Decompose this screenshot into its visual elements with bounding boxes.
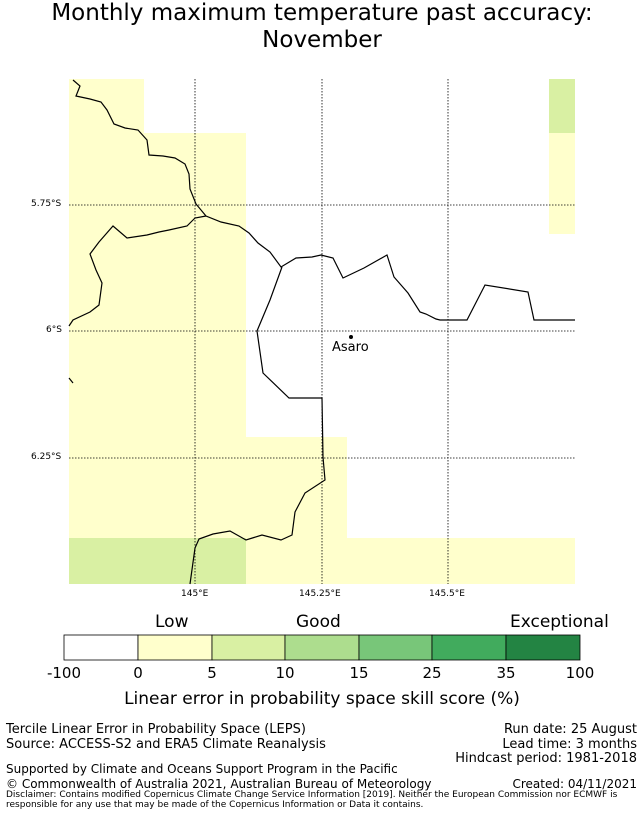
colorbar-swatch-1 <box>137 634 213 661</box>
colorbar-swatch-0 <box>63 634 139 661</box>
lon-label-1: 145°E <box>181 589 209 599</box>
footer-disclaimer-2: responsible for any use that may be made… <box>6 800 424 810</box>
colorbar-label: Linear error in probability space skill … <box>124 689 520 709</box>
lat-label-1: 5.75°S <box>31 199 62 209</box>
lon-label-3: 145.5°E <box>429 589 465 599</box>
footer-copyright: © Commonwealth of Australia 2021, Austra… <box>6 777 432 791</box>
cell-region-northeast-green <box>549 79 575 133</box>
lat-label-3: 6.25°S <box>31 452 62 462</box>
colorbar-tick-3: 10 <box>275 664 295 682</box>
footer-disclaimer-1: Disclaimer: Contains modified Copernicus… <box>6 790 618 800</box>
land-boundaries <box>68 79 575 585</box>
footer-method: Tercile Linear Error in Probability Spac… <box>6 722 306 737</box>
cell-region-south-east <box>246 538 575 584</box>
cell-region-south-west <box>69 538 246 584</box>
colorbar-tick-0: -100 <box>46 664 82 682</box>
colorbar-tick-6: 35 <box>496 664 516 682</box>
title-line-1: Monthly maximum temperature past accurac… <box>51 0 593 26</box>
colorbar-tick-2: 5 <box>207 664 217 682</box>
colorbar-tick-1: 0 <box>133 664 143 682</box>
colorbar-swatch-2 <box>211 634 286 661</box>
lat-label-2: 6°S <box>46 325 62 335</box>
footer-created: Created: 04/11/2021 <box>512 777 637 791</box>
place-label: Asaro <box>332 340 369 355</box>
colorbar-tick-7: 100 <box>565 664 595 682</box>
footer-lead-time: Lead time: 3 months <box>502 737 637 752</box>
colorbar-swatch-3 <box>284 634 360 661</box>
title-line-2: November <box>262 27 382 53</box>
cell-region-west <box>69 79 144 538</box>
cell-region-northeast-yellow <box>549 133 575 234</box>
colorbar-word-low: Low <box>155 612 189 632</box>
colorbar-tick-5: 25 <box>422 664 442 682</box>
boundary-province-south <box>189 266 326 585</box>
lon-label-2: 145.25°E <box>299 589 341 599</box>
cell-region-south-mid <box>246 437 347 538</box>
colorbar <box>63 634 581 661</box>
place-marker <box>349 335 353 339</box>
footer-hindcast: Hindcast period: 1981-2018 <box>455 751 637 766</box>
map-title: Monthly maximum temperature past accurac… <box>0 0 644 54</box>
boundary-province-inner <box>68 215 207 327</box>
colorbar-swatch-6 <box>505 634 581 661</box>
boundary-west-stub <box>68 377 74 384</box>
footer-run-date: Run date: 25 August <box>503 722 637 737</box>
boundary-northwest <box>72 79 575 321</box>
footer-source: Source: ACCESS-S2 and ERA5 Climate Reana… <box>6 737 326 752</box>
colorbar-swatch-5 <box>431 634 507 661</box>
colorbar-swatch-4 <box>358 634 433 661</box>
footer-supported: Supported by Climate and Oceans Support … <box>6 762 398 776</box>
colorbar-word-good: Good <box>296 612 341 632</box>
colorbar-tick-4: 15 <box>349 664 369 682</box>
colorbar-word-exceptional: Exceptional <box>510 612 609 632</box>
gridlines <box>69 79 575 584</box>
